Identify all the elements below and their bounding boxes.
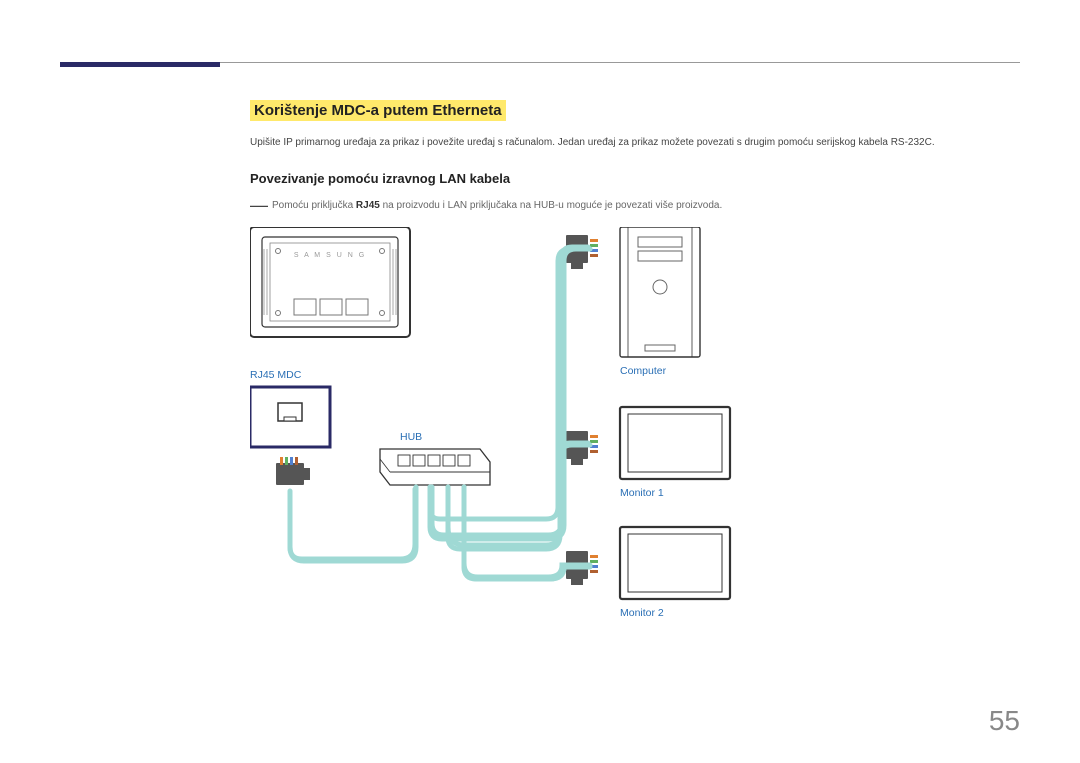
label-monitor1: Monitor 1: [620, 487, 664, 499]
connection-diagram: S A M S U N G: [250, 227, 790, 657]
hub-device: [380, 449, 490, 485]
note-pre: Pomoću priključka: [272, 200, 356, 211]
label-computer: Computer: [620, 365, 666, 377]
page-number: 55: [989, 705, 1020, 737]
section-note: ― Pomoću priključka RJ45 na proizvodu i L…: [250, 192, 1020, 213]
computer-tower: [620, 227, 700, 357]
page-content: Korištenje MDC-a putem Etherneta Upišite…: [250, 100, 1020, 657]
label-monitor2: Monitor 2: [620, 607, 664, 619]
top-accent-bar: [60, 62, 220, 67]
note-dash: ―: [250, 195, 268, 215]
rj45-port: [250, 387, 330, 447]
note-post: na proizvodu i LAN priključaka na HUB-u …: [380, 200, 722, 211]
note-bold: RJ45: [356, 200, 380, 211]
product-back-panel: S A M S U N G: [250, 227, 410, 337]
monitor-2: [620, 527, 730, 599]
svg-text:S A M S U N G: S A M S U N G: [294, 252, 366, 259]
label-hub: HUB: [400, 431, 422, 443]
diagram-svg: S A M S U N G: [250, 227, 790, 657]
section-intro: Upišite IP primarnog uređaja za prikaz i…: [250, 135, 1020, 151]
section-heading: Korištenje MDC-a putem Etherneta: [250, 100, 506, 121]
section-sub-heading: Povezivanje pomoću izravnog LAN kabela: [250, 171, 1020, 186]
monitor-1: [620, 407, 730, 479]
label-rj45: RJ45 MDC: [250, 369, 301, 381]
